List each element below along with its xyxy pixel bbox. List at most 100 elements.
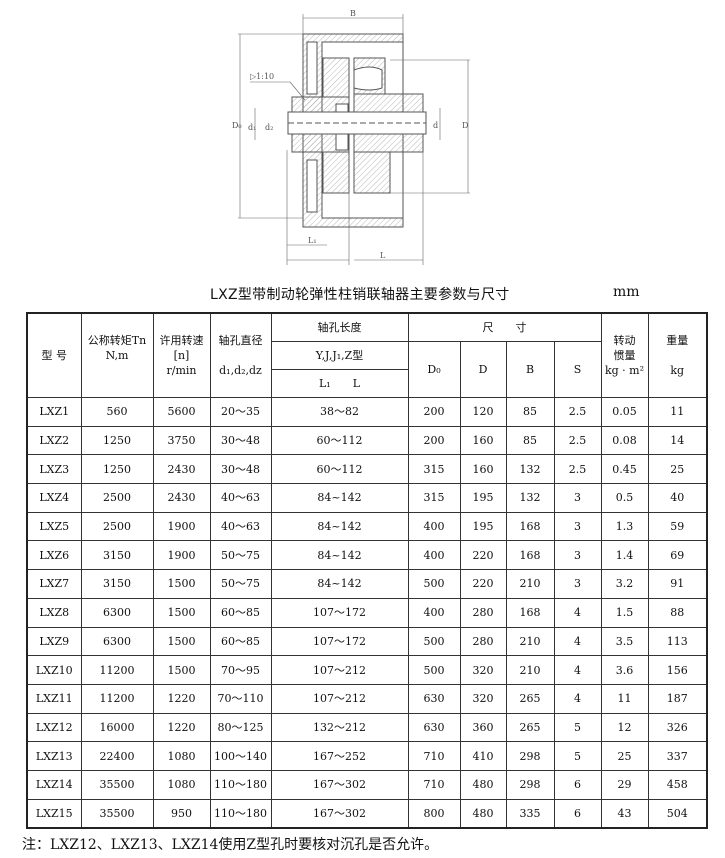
- table-row: LXZ8 6300 1500 60～85 107～172 400 280 168 4 1.5 88: [26, 597, 708, 628]
- label-B: B: [350, 9, 356, 18]
- cell-D: 320: [459, 683, 507, 714]
- cell-weight: 11: [647, 397, 708, 427]
- cell-D0: 315: [407, 454, 461, 485]
- cell-bore-diameter: 20～35: [209, 397, 272, 427]
- cell-B: 85: [505, 425, 555, 456]
- cell-S: 4: [553, 655, 602, 685]
- label-d: d: [433, 121, 438, 130]
- cell-torque: 560: [80, 397, 154, 427]
- cell-speed: 1500: [152, 626, 211, 657]
- cell-bore-length: 84~142: [270, 511, 409, 542]
- cell-D: 410: [459, 741, 507, 771]
- cell-D: 220: [459, 540, 507, 571]
- cell-torque: 3150: [80, 540, 154, 571]
- cell-D: 160: [459, 454, 507, 485]
- cell-D0: 200: [407, 425, 461, 456]
- cell-weight: 14: [647, 425, 708, 456]
- cell-D: 280: [459, 597, 507, 628]
- cell-inertia: 43: [600, 798, 649, 829]
- cell-model: LXZ14: [26, 769, 82, 800]
- cell-model: LXZ9: [26, 626, 82, 657]
- cell-weight: 25: [647, 454, 708, 485]
- label-D: D: [462, 121, 468, 130]
- cell-speed: 5600: [152, 397, 211, 427]
- cell-model: LXZ15: [26, 798, 82, 829]
- cell-speed: 1220: [152, 712, 211, 743]
- cell-bore-diameter: 40～63: [209, 511, 272, 542]
- table-row: LXZ13 22400 1080 100～140 167～252 710 410 298 5 25…: [26, 741, 708, 771]
- cell-model: LXZ12: [26, 712, 82, 743]
- cell-speed: 3750: [152, 425, 211, 456]
- coupling-cross-section-drawing: B D₀ d₁ d₂ d D ▷1:10 L₁ L: [232, 9, 470, 265]
- cell-B: 265: [505, 712, 555, 743]
- header-inertia: 转动 惯量 kg · m²: [600, 312, 649, 398]
- header-S: S: [553, 341, 602, 398]
- cell-D0: 630: [407, 712, 461, 743]
- cell-S: 2.5: [553, 397, 602, 427]
- table-row: LXZ14 35500 1080 110～180 167～302 710 480 298 6 29…: [26, 769, 708, 800]
- cell-S: 3: [553, 483, 602, 513]
- cell-weight: 187: [647, 683, 708, 714]
- cell-speed: 1500: [152, 569, 211, 599]
- cell-model: LXZ6: [26, 540, 82, 571]
- cell-D0: 710: [407, 769, 461, 800]
- cell-torque: 35500: [80, 798, 154, 829]
- cell-model: LXZ4: [26, 483, 82, 513]
- cell-speed: 1080: [152, 769, 211, 800]
- cell-bore-diameter: 110～180: [209, 769, 272, 800]
- cell-bore-length: 167～302: [270, 798, 409, 829]
- label-D0: D₀: [232, 121, 242, 130]
- table-row: LXZ9 6300 1500 60～85 107～172 500 280 210 4 3.5 113: [26, 626, 708, 657]
- cell-bore-diameter: 40～63: [209, 483, 272, 513]
- cell-inertia: 0.08: [600, 425, 649, 456]
- cell-D: 195: [459, 483, 507, 513]
- footnote: 注：LXZ12、LXZ13、LXZ14使用Z型孔时要核对沉孔是否允许。: [22, 837, 439, 853]
- cell-D0: 500: [407, 655, 461, 685]
- cell-bore-length: 132～212: [270, 712, 409, 743]
- cell-B: 210: [505, 569, 555, 599]
- table-row: LXZ4 2500 2430 40～63 84~142 315 195 132 3 0.5 40: [26, 483, 708, 513]
- cell-D0: 200: [407, 397, 461, 427]
- cell-torque: 2500: [80, 511, 154, 542]
- cell-torque: 2500: [80, 483, 154, 513]
- table-row: LXZ2 1250 3750 30～48 60～112 200 160 85 2.5 0.08 14: [26, 425, 708, 456]
- cell-bore-length: 107～172: [270, 626, 409, 657]
- cell-bore-length: 60～112: [270, 454, 409, 485]
- cell-torque: 16000: [80, 712, 154, 743]
- cell-bore-diameter: 80～125: [209, 712, 272, 743]
- table-row: LXZ6 3150 1900 50～75 84~142 400 220 168 3 1.4 69: [26, 540, 708, 571]
- cell-B: 335: [505, 798, 555, 829]
- cell-D0: 630: [407, 683, 461, 714]
- cell-B: 132: [505, 454, 555, 485]
- header-D: D: [459, 341, 507, 398]
- cell-bore-length: 60～112: [270, 425, 409, 456]
- cell-inertia: 3.6: [600, 655, 649, 685]
- label-taper: ▷1:10: [250, 72, 274, 81]
- header-D0: D₀: [407, 341, 461, 398]
- cell-speed: 1500: [152, 597, 211, 628]
- cell-S: 3: [553, 511, 602, 542]
- cell-torque: 3150: [80, 569, 154, 599]
- cell-S: 2.5: [553, 454, 602, 485]
- cell-torque: 35500: [80, 769, 154, 800]
- cell-D: 160: [459, 425, 507, 456]
- table-row: LXZ1 560 5600 20～35 38～82 200 120 85 2.5 0.05 11: [26, 397, 708, 427]
- table-title: LXZ型带制动轮弹性柱销联轴器主要参数与尺寸: [210, 287, 510, 303]
- cell-model: LXZ13: [26, 741, 82, 771]
- cell-bore-diameter: 70～95: [209, 655, 272, 685]
- cell-bore-diameter: 70～110: [209, 683, 272, 714]
- label-L1: L₁: [308, 236, 317, 245]
- cell-weight: 458: [647, 769, 708, 800]
- cell-B: 168: [505, 511, 555, 542]
- cell-torque: 22400: [80, 741, 154, 771]
- header-dimensions: 尺 寸: [407, 312, 602, 342]
- cell-speed: 1900: [152, 511, 211, 542]
- cell-bore-diameter: 50～75: [209, 569, 272, 599]
- cell-bore-length: 107～172: [270, 597, 409, 628]
- cell-inertia: 3.2: [600, 569, 649, 599]
- cell-bore-length: 167～252: [270, 741, 409, 771]
- cell-torque: 11200: [80, 655, 154, 685]
- cell-B: 132: [505, 483, 555, 513]
- cell-model: LXZ3: [26, 454, 82, 485]
- cell-S: 4: [553, 683, 602, 714]
